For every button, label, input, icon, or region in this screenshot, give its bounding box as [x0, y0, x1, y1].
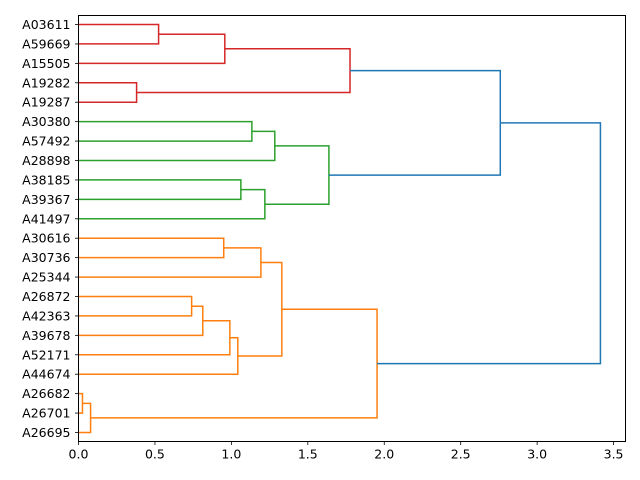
leaf-label: A26695 [22, 425, 70, 440]
dendrogram-link-C9 [328, 69, 502, 176]
leaf-label: A41497 [22, 211, 70, 226]
dendrogram-link-C10 [78, 237, 225, 259]
leaf-label: A25344 [22, 270, 70, 285]
dendrogram-link-C2 [78, 82, 138, 103]
dendrogram-link-C13 [78, 305, 204, 337]
leaf-label: A38185 [22, 172, 70, 187]
dendrogram-link-C3 [136, 48, 351, 94]
dendrogram-link-C20 [377, 122, 602, 365]
dendrogram-link-C0 [78, 23, 160, 45]
dendrogram-link-C18 [78, 402, 92, 434]
leaf-label: A26701 [22, 406, 70, 421]
leaf-label: A39367 [22, 192, 70, 207]
leaf-label: A30616 [22, 231, 70, 246]
x-tick-label: 1.5 [298, 447, 318, 462]
leaf-label: A19282 [22, 75, 70, 90]
leaf-label: A30380 [22, 114, 70, 129]
dendrogram-link-C7 [78, 188, 266, 220]
x-tick-label: 2.5 [451, 447, 471, 462]
dendrogram-link-C11 [78, 247, 262, 278]
leaf-labels: A03611 A59669 A15505 A19282 A19287 A30380 A574… [22, 17, 79, 440]
leaf-label: A57492 [22, 134, 70, 149]
x-tick-label: 3.5 [604, 447, 624, 462]
leaf-label: A39678 [22, 328, 70, 343]
dendrogram-links [78, 23, 602, 434]
dendrogram-link-C17 [78, 392, 84, 414]
dendrogram-link-C6 [78, 179, 242, 201]
leaf-label: A28898 [22, 153, 70, 168]
dendrogram-link-C4 [78, 120, 253, 142]
leaf-label: A59669 [22, 36, 70, 51]
leaf-label: A42363 [22, 308, 70, 323]
leaf-label: A15505 [22, 56, 70, 71]
leaf-label: A52171 [22, 347, 70, 362]
dendrogram-link-C12 [78, 295, 193, 317]
x-tick-label: 3.0 [527, 447, 547, 462]
x-tick-label: 0.0 [69, 447, 89, 462]
leaf-label: A26872 [22, 289, 70, 304]
plot-frame [78, 15, 626, 442]
x-tick-label: 1.0 [221, 447, 241, 462]
leaf-label: A26682 [22, 386, 70, 401]
leaf-label: A44674 [22, 367, 70, 382]
leaf-label: A19287 [22, 95, 70, 110]
leaf-label: A30736 [22, 250, 70, 265]
x-tick-label: 0.5 [145, 447, 165, 462]
x-tick-label: 2.0 [374, 447, 394, 462]
dendrogram-link-C14 [78, 320, 231, 356]
x-axis-ticks: 0.0 0.5 1.0 1.5 2.0 2.5 3.0 3.5 [69, 441, 624, 462]
leaf-label: A03611 [22, 17, 70, 32]
dendrogram-link-C15 [78, 337, 239, 375]
dendrogram-link-C5 [78, 130, 276, 162]
dendrogram-link-C1 [78, 33, 226, 65]
dendrogram-link-C8 [264, 145, 330, 205]
dendrogram-link-C19 [90, 308, 378, 419]
